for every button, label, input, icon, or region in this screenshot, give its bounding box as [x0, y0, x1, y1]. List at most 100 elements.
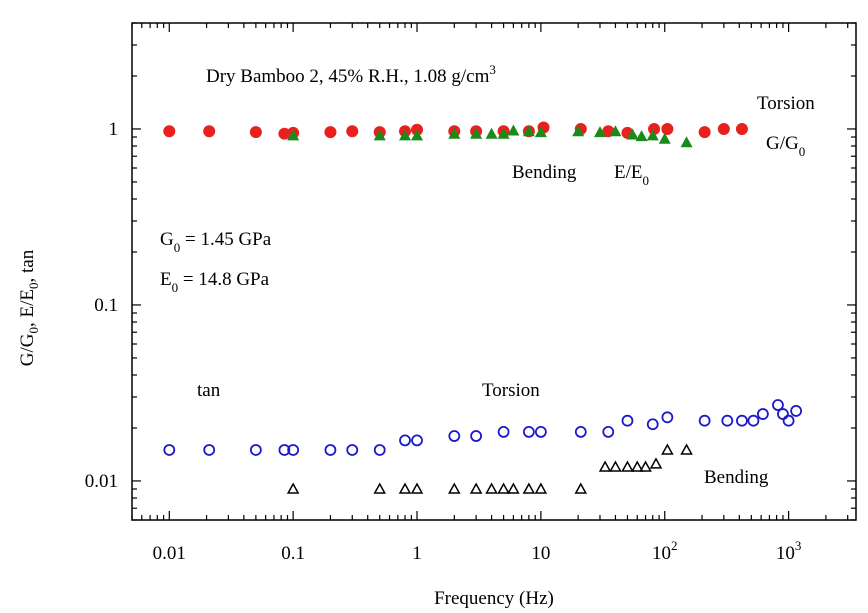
data-point-bending-modulus — [497, 127, 510, 139]
data-point-bending-loss — [534, 482, 548, 494]
data-point-torsion-loss — [790, 405, 803, 417]
data-point-bending-loss — [621, 460, 634, 472]
data-point-bending-modulus — [411, 129, 424, 141]
data-point-bending-loss — [398, 482, 412, 494]
data-point-torsion-loss — [163, 444, 176, 456]
data-point-bending-loss — [680, 443, 693, 455]
y-tick-label: 0.1 — [94, 295, 118, 316]
data-point-torsion-loss — [602, 425, 615, 438]
series-bending-modulus — [287, 124, 693, 148]
data-point-torsion-loss — [203, 444, 216, 456]
data-point-bending-loss — [630, 460, 644, 472]
plot-frame — [131, 22, 857, 521]
y-tick-label: 1 — [109, 119, 119, 140]
axis-ticks — [131, 22, 856, 521]
data-point-bending-loss — [574, 482, 588, 494]
data-point-bending-loss — [609, 460, 622, 472]
x-tick-label: 1 — [412, 543, 422, 564]
data-point-torsion-modulus — [661, 122, 674, 135]
data-point-torsion-loss — [448, 430, 461, 442]
data-point-torsion-loss — [574, 425, 587, 438]
data-point-torsion-loss — [346, 444, 359, 456]
data-point-torsion-loss — [278, 444, 291, 456]
data-point-torsion-loss — [411, 434, 423, 447]
data-point-bending-modulus — [534, 126, 547, 138]
data-point-torsion-loss — [522, 425, 535, 438]
data-point-bending-loss — [639, 460, 652, 472]
data-point-torsion-modulus — [346, 125, 359, 138]
g0-annotation: G0 = 1.45 GPa — [160, 229, 272, 255]
series-bending-loss — [286, 443, 693, 494]
data-point-bending-loss — [286, 482, 300, 494]
x-axis-label: Frequency (Hz) — [434, 588, 554, 609]
e-ratio-label: E/E0 — [614, 162, 649, 188]
data-point-bending-modulus — [646, 129, 659, 141]
data-point-bending-loss — [497, 482, 510, 494]
data-point-torsion-loss — [534, 425, 547, 438]
data-point-bending-modulus — [448, 127, 461, 139]
data-point-bending-modulus — [593, 126, 606, 138]
data-point-bending-loss — [507, 482, 520, 494]
data-point-torsion-modulus — [163, 125, 176, 138]
data-point-bending-modulus — [572, 125, 585, 137]
data-point-bending-loss — [448, 482, 461, 494]
torsion-modulus-label: Torsion — [757, 93, 815, 114]
data-point-bending-modulus — [373, 129, 386, 141]
data-point-torsion-loss — [399, 434, 411, 447]
data-point-bending-modulus — [609, 125, 622, 137]
chart-title: Dry Bamboo 2, 45% R.H., 1.08 g/cm3 — [206, 62, 496, 87]
data-point-torsion-loss — [698, 414, 711, 427]
data-point-bending-loss — [410, 482, 424, 494]
data-point-torsion-loss — [249, 444, 262, 456]
y-tick-labels: 0.01 0.1 1 — [85, 119, 118, 492]
data-point-bending-loss — [485, 482, 498, 494]
y-tick-label: 0.01 — [85, 471, 118, 492]
data-point-torsion-modulus — [735, 122, 748, 135]
torsion-loss-label: Torsion — [482, 380, 540, 401]
data-point-torsion-loss — [747, 414, 760, 427]
data-point-torsion-loss — [324, 444, 337, 456]
data-point-bending-modulus — [522, 125, 535, 137]
data-point-torsion-loss — [497, 425, 510, 438]
data-point-bending-modulus — [658, 132, 671, 144]
data-point-bending-modulus — [680, 136, 693, 148]
data-point-torsion-loss — [756, 408, 769, 420]
data-point-torsion-modulus — [249, 126, 262, 139]
x-tick-label: 102 — [652, 538, 678, 564]
data-point-bending-loss — [373, 482, 387, 494]
data-point-torsion-modulus — [648, 122, 661, 135]
data-point-torsion-loss — [721, 414, 734, 427]
bending-loss-label: Bending — [704, 467, 769, 488]
data-point-torsion-loss — [782, 414, 795, 427]
data-point-torsion-loss — [772, 399, 784, 411]
y-axis-label: G/G0, E/E0, tan — [17, 249, 41, 366]
data-point-torsion-loss — [661, 411, 674, 424]
x-tick-label: 0.1 — [281, 543, 305, 564]
e0-annotation: E0 = 14.8 GPa — [160, 269, 270, 295]
g-ratio-label: G/G0 — [766, 133, 805, 159]
data-point-torsion-loss — [373, 444, 386, 456]
data-point-bending-modulus — [287, 129, 300, 141]
tan-label: tan — [197, 380, 221, 401]
data-point-bending-modulus — [635, 130, 648, 142]
data-point-torsion-modulus — [278, 127, 291, 140]
data-point-bending-modulus — [507, 124, 520, 136]
x-tick-label: 10 — [531, 543, 550, 564]
data-point-bending-modulus — [470, 127, 483, 139]
data-point-bending-modulus — [485, 127, 498, 139]
data-point-bending-loss — [469, 482, 483, 494]
data-markers — [163, 121, 803, 494]
data-point-torsion-modulus — [717, 122, 730, 135]
data-point-bending-modulus — [626, 128, 639, 140]
bending-modulus-label: Bending — [512, 162, 577, 183]
data-point-bending-loss — [522, 482, 536, 494]
data-point-bending-loss — [649, 457, 663, 469]
data-point-bending-loss — [598, 460, 612, 472]
data-point-torsion-loss — [287, 444, 300, 456]
data-point-torsion-loss — [470, 430, 483, 442]
series-torsion-loss — [163, 399, 803, 456]
data-point-torsion-modulus — [324, 126, 337, 139]
data-point-bending-loss — [661, 443, 674, 455]
data-point-torsion-loss — [646, 418, 659, 431]
